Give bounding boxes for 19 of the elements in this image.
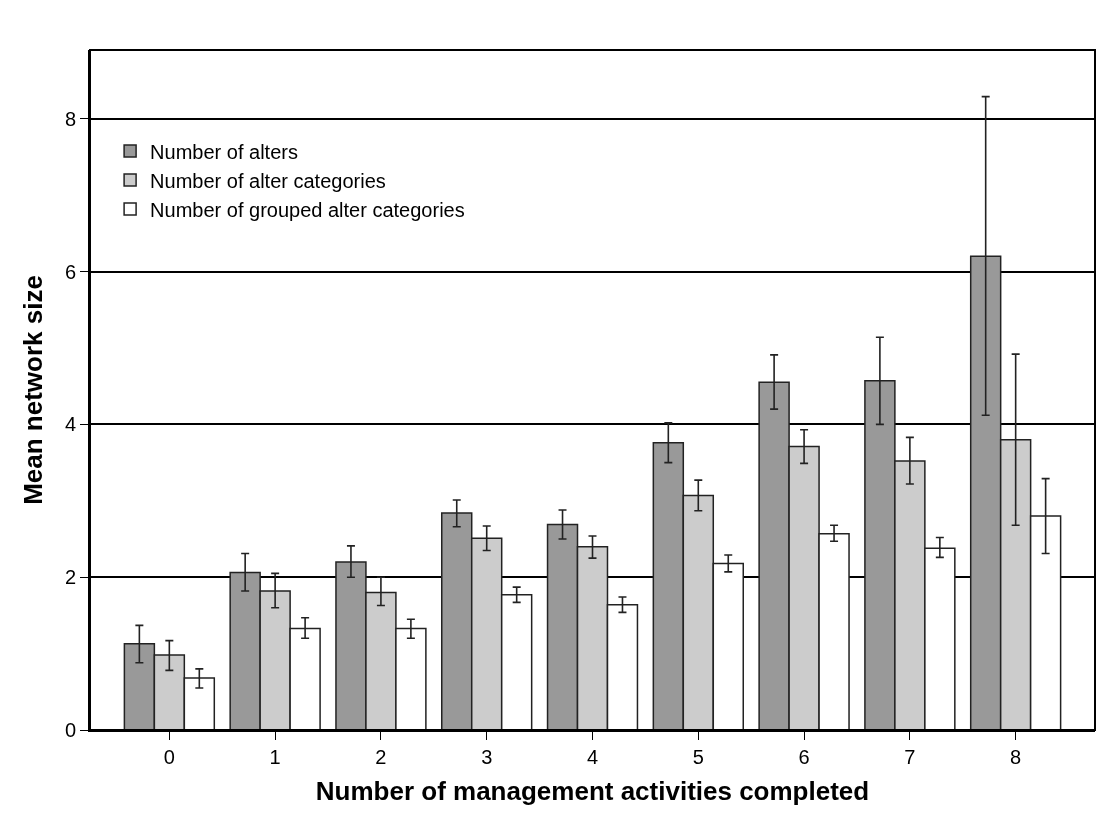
- x-tick-label: 5: [692, 746, 704, 768]
- y-tick-label: 0: [64, 719, 76, 741]
- x-tick-label: 8: [1010, 746, 1022, 768]
- y-tick-label: 8: [64, 107, 76, 130]
- x-tick-label: 1: [269, 746, 281, 768]
- legend-label: Number of alter categories: [150, 169, 386, 192]
- x-tick-label: 4: [586, 746, 599, 768]
- y-axis-title: Mean network size: [17, 275, 48, 505]
- x-tick-label: 0: [163, 746, 175, 768]
- y-tick-label: 4: [64, 413, 76, 436]
- x-tick-label: 3: [481, 746, 493, 768]
- legend-label: Number of grouped alter categories: [150, 198, 465, 221]
- x-axis-title: Number of management activities completed: [315, 776, 870, 807]
- y-tick-label: 6: [64, 260, 76, 283]
- y-tick-label: 2: [64, 566, 76, 589]
- legend-label: Number of alters: [150, 140, 298, 163]
- x-tick-label: 7: [904, 746, 916, 768]
- x-tick-label: 2: [375, 746, 387, 768]
- x-tick-label: 6: [798, 746, 810, 768]
